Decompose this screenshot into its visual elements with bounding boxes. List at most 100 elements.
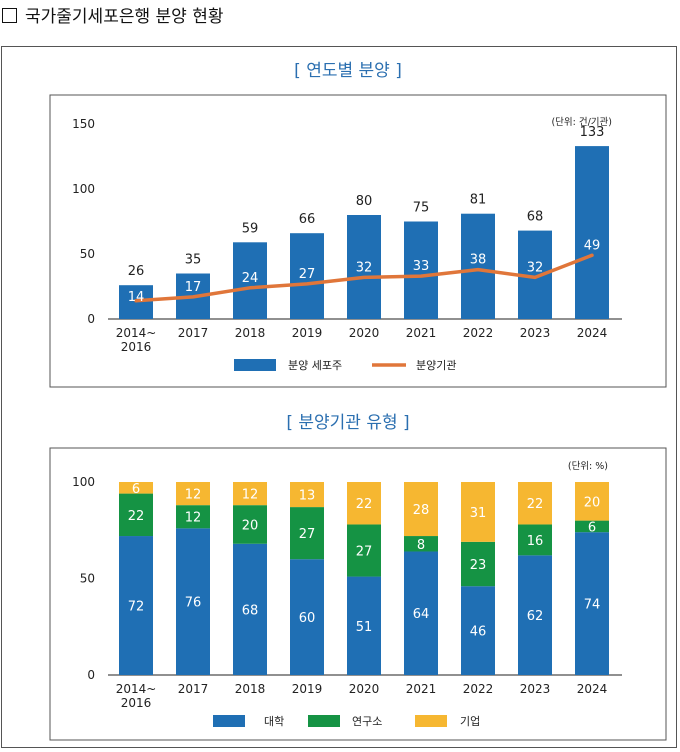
chart2-bar-segment bbox=[518, 524, 552, 556]
chart2-x-tick: 2022 bbox=[463, 682, 494, 696]
chart1-line-value: 49 bbox=[584, 238, 601, 253]
chart1-legend-label: 분양 세포주 bbox=[288, 359, 342, 372]
chart2-x-tick: 2014~ 2016 bbox=[116, 682, 157, 710]
chart2-segment-value: 76 bbox=[185, 596, 202, 611]
chart2-bar-segment bbox=[347, 482, 381, 525]
chart1-bar-value: 75 bbox=[413, 201, 430, 216]
chart2-segment-value: 6 bbox=[132, 482, 140, 497]
chart1-legend-swatch-bar bbox=[234, 359, 276, 371]
chart2-x-tick: 2024 bbox=[577, 682, 608, 696]
chart1-x-tick: 2014~ 2016 bbox=[116, 326, 157, 354]
chart1-unit-note: (단위: 건/기관) bbox=[551, 116, 612, 128]
chart1-x-tick: 2021 bbox=[406, 326, 437, 340]
chart2-segment-value: 72 bbox=[128, 600, 145, 615]
chart1-line-value: 38 bbox=[470, 253, 487, 268]
chart2-segment-value: 23 bbox=[470, 558, 487, 573]
chart2-bar-segment bbox=[119, 536, 153, 675]
chart2-bar-segment bbox=[176, 528, 210, 675]
chart2-segment-value: 64 bbox=[413, 607, 430, 622]
chart2-segment-value: 60 bbox=[299, 611, 316, 626]
chart2-segment-value: 6 bbox=[588, 520, 596, 535]
chart2-segment-value: 12 bbox=[242, 488, 259, 503]
chart2-y-tick: 100 bbox=[72, 475, 95, 489]
chart1-bar-value: 133 bbox=[580, 125, 605, 140]
chart2-segment-value: 62 bbox=[527, 609, 544, 624]
chart1-bar-value: 26 bbox=[128, 264, 145, 279]
chart2-legend-swatch bbox=[308, 715, 340, 727]
chart1-y-tick: 0 bbox=[87, 312, 95, 326]
chart1-y-tick: 150 bbox=[72, 117, 95, 131]
chart1-y-tick: 50 bbox=[80, 247, 95, 261]
chart2-bar-segment bbox=[461, 482, 495, 542]
checkbox-square-icon bbox=[2, 8, 17, 23]
chart2-segment-value: 68 bbox=[242, 603, 259, 618]
chart2-segment-value: 22 bbox=[128, 509, 145, 524]
chart2-segment-value: 28 bbox=[413, 503, 430, 518]
chart2-y-tick: 0 bbox=[87, 668, 95, 682]
chart2-x-tick: 2021 bbox=[406, 682, 437, 696]
chart2-bar-segment bbox=[233, 505, 267, 544]
chart1-bar bbox=[233, 242, 267, 319]
chart2-bar-segment bbox=[404, 482, 438, 537]
chart2-bar-segment bbox=[518, 555, 552, 675]
chart2-bar-segment bbox=[176, 505, 210, 529]
chart1-title: [ 연도별 분양 ] bbox=[294, 61, 402, 81]
chart1-line-value: 27 bbox=[299, 267, 316, 282]
chart2-bar-segment bbox=[404, 551, 438, 675]
chart2-segment-value: 51 bbox=[356, 620, 373, 635]
chart1-x-tick: 2019 bbox=[292, 326, 323, 340]
chart1-bar bbox=[575, 146, 609, 319]
chart2-bar-segment bbox=[575, 532, 609, 675]
chart2-bar-segment bbox=[461, 541, 495, 587]
chart2-x-tick: 2020 bbox=[349, 682, 380, 696]
chart2-bar-segment bbox=[518, 482, 552, 525]
chart2-x-tick: 2019 bbox=[292, 682, 323, 696]
chart2-segment-value: 22 bbox=[356, 497, 373, 512]
chart1-bar-value: 80 bbox=[356, 194, 373, 209]
chart1-legend-label: 분양기관 bbox=[416, 359, 456, 372]
chart2-y-tick: 50 bbox=[80, 572, 95, 586]
chart2-bar-segment bbox=[290, 507, 324, 560]
chart1-line-value: 14 bbox=[128, 290, 145, 305]
chart2-bar-segment bbox=[233, 543, 267, 675]
chart2-bar-segment bbox=[176, 482, 210, 506]
chart1-x-tick: 2023 bbox=[520, 326, 551, 340]
chart1-bar bbox=[290, 233, 324, 319]
chart2-legend-label: 연구소 bbox=[352, 715, 382, 728]
chart2-bar-segment bbox=[347, 576, 381, 675]
chart2-segment-value: 8 bbox=[417, 538, 425, 553]
chart1-line-value: 32 bbox=[356, 260, 373, 275]
chart2-segment-value: 20 bbox=[584, 495, 601, 510]
chart2-title: [ 분양기관 유형 ] bbox=[286, 413, 409, 433]
chart2-bar-segment bbox=[404, 536, 438, 552]
chart2-legend-label: 대학 bbox=[264, 715, 284, 728]
chart1-line-value: 17 bbox=[185, 280, 202, 295]
chart2-segment-value: 20 bbox=[242, 518, 259, 533]
chart2-legend-label: 기업 bbox=[460, 715, 480, 728]
chart1-line-value: 33 bbox=[413, 259, 430, 274]
chart2-segment-value: 74 bbox=[584, 598, 601, 613]
chart1-bar-value: 81 bbox=[470, 193, 487, 208]
chart2-bar-segment bbox=[233, 482, 267, 506]
chart2-segment-value: 31 bbox=[470, 506, 487, 521]
page-heading: 국가줄기세포은행 분양 현황 bbox=[2, 2, 224, 27]
chart2-bar-segment bbox=[119, 482, 153, 494]
chart1-bar bbox=[461, 213, 495, 319]
chart2-segment-value: 13 bbox=[299, 489, 316, 504]
chart1-bar-value: 59 bbox=[242, 221, 259, 236]
chart2-segment-value: 22 bbox=[527, 497, 544, 512]
chart2-segment-value: 27 bbox=[356, 545, 373, 560]
chart2-segment-value: 27 bbox=[299, 527, 316, 542]
chart1-x-tick: 2018 bbox=[235, 326, 266, 340]
chart1-plot-frame bbox=[49, 94, 667, 388]
chart1-line-series bbox=[134, 253, 594, 303]
chart1-x-tick: 2020 bbox=[349, 326, 380, 340]
chart1-bar-value: 66 bbox=[299, 212, 316, 227]
chart2-bar-segment bbox=[575, 520, 609, 533]
page-heading-text: 국가줄기세포은행 분양 현황 bbox=[25, 7, 224, 27]
chart1-line-value: 24 bbox=[242, 271, 259, 286]
chart1-bar bbox=[404, 221, 438, 319]
chart2-unit-note: (단위: %) bbox=[568, 460, 608, 472]
chart2-legend-swatch bbox=[415, 715, 447, 727]
